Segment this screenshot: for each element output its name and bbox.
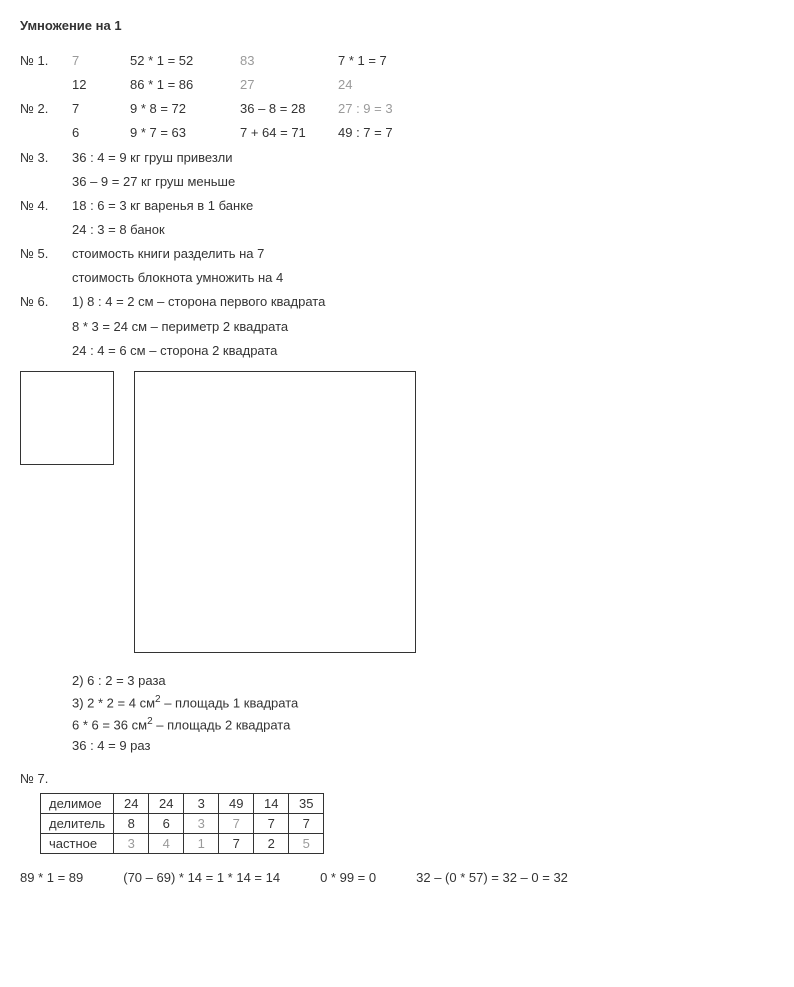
table-cell: 3 <box>184 813 219 833</box>
table-row-header: делимое <box>41 793 114 813</box>
table-cell: 7 <box>289 813 324 833</box>
table-cell: 3 <box>184 793 219 813</box>
value: 24 <box>338 75 448 95</box>
table-cell: 14 <box>254 793 289 813</box>
problem-6-row-3: 24 : 4 = 6 см – сторона 2 квадрата <box>20 341 774 361</box>
value: 7 <box>72 51 130 71</box>
text-line: стоимость книги разделить на 7 <box>72 244 264 264</box>
problem-5-row-1: № 5. стоимость книги разделить на 7 <box>20 244 774 264</box>
squares-diagram <box>20 371 774 653</box>
text-line: 24 : 3 = 8 банок <box>72 220 165 240</box>
value: 6 <box>72 123 130 143</box>
problem-label: № 6. <box>20 292 72 312</box>
text-line: 8 * 3 = 24 см – периметр 2 квадрата <box>72 317 288 337</box>
table-cell: 8 <box>114 813 149 833</box>
equation: 0 * 99 = 0 <box>320 870 376 885</box>
problem-label: № 7. <box>20 769 48 789</box>
problem-2-row-2: 6 9 * 7 = 63 7 + 64 = 71 49 : 7 = 7 <box>20 123 774 143</box>
equation: (70 – 69) * 14 = 1 * 14 = 14 <box>123 870 280 885</box>
table-row-header: делитель <box>41 813 114 833</box>
problem-3-row-1: № 3. 36 : 4 = 9 кг груш привезли <box>20 148 774 168</box>
value: 83 <box>240 51 338 71</box>
text-line: 1) 8 : 4 = 2 см – сторона первого квадра… <box>72 292 325 312</box>
table-cell: 6 <box>149 813 184 833</box>
problem-4-row-1: № 4. 18 : 6 = 3 кг варенья в 1 банке <box>20 196 774 216</box>
problem-1-row-2: 12 86 * 1 = 86 27 24 <box>20 75 774 95</box>
value: 9 * 7 = 63 <box>130 123 240 143</box>
problem-label: № 2. <box>20 99 72 119</box>
value: 7 * 1 = 7 <box>338 51 448 71</box>
value: 36 – 8 = 28 <box>240 99 338 119</box>
problem-3-row-2: 36 – 9 = 27 кг груш меньше <box>20 172 774 192</box>
problem-label: № 1. <box>20 51 72 71</box>
text-line: 24 : 4 = 6 см – сторона 2 квадрата <box>72 341 277 361</box>
problem-label: № 4. <box>20 196 72 216</box>
value: 86 * 1 = 86 <box>130 75 240 95</box>
value: 7 + 64 = 71 <box>240 123 338 143</box>
problem-6-part2-l2: 3) 2 * 2 = 4 см2 – площадь 1 квадрата <box>72 692 774 714</box>
text-line: 36 – 9 = 27 кг груш меньше <box>72 172 235 192</box>
problem-5-row-2: стоимость блокнота умножить на 4 <box>20 268 774 288</box>
small-square <box>20 371 114 465</box>
problem-2-row-1: № 2. 7 9 * 8 = 72 36 – 8 = 28 27 : 9 = 3 <box>20 99 774 119</box>
problem-6-row-1: № 6. 1) 8 : 4 = 2 см – сторона первого к… <box>20 292 774 312</box>
table-cell: 49 <box>219 793 254 813</box>
table-cell: 4 <box>149 833 184 853</box>
value: 27 : 9 = 3 <box>338 99 448 119</box>
table-row-header: частное <box>41 833 114 853</box>
table-cell: 7 <box>219 833 254 853</box>
problem-1-row-1: № 1. 7 52 * 1 = 52 83 7 * 1 = 7 <box>20 51 774 71</box>
table-cell: 7 <box>254 813 289 833</box>
bottom-equations: 89 * 1 = 89 (70 – 69) * 14 = 1 * 14 = 14… <box>20 870 774 885</box>
table-cell: 3 <box>114 833 149 853</box>
table-cell: 24 <box>114 793 149 813</box>
table-cell: 1 <box>184 833 219 853</box>
value: 27 <box>240 75 338 95</box>
problem-6-part2-l4: 36 : 4 = 9 раз <box>72 736 774 757</box>
problem-label: № 5. <box>20 244 72 264</box>
value: 9 * 8 = 72 <box>130 99 240 119</box>
problem-7-label-row: № 7. <box>20 769 774 789</box>
value: 7 <box>72 99 130 119</box>
equation: 32 – (0 * 57) = 32 – 0 = 32 <box>416 870 568 885</box>
table-cell: 2 <box>254 833 289 853</box>
table-cell: 5 <box>289 833 324 853</box>
table-cell: 35 <box>289 793 324 813</box>
problem-6-row-2: 8 * 3 = 24 см – периметр 2 квадрата <box>20 317 774 337</box>
text-line: 36 : 4 = 9 кг груш привезли <box>72 148 233 168</box>
value: 49 : 7 = 7 <box>338 123 448 143</box>
value: 52 * 1 = 52 <box>130 51 240 71</box>
text-line: 18 : 6 = 3 кг варенья в 1 банке <box>72 196 253 216</box>
table-cell: 7 <box>219 813 254 833</box>
table-cell: 24 <box>149 793 184 813</box>
problem-6-part2-l1: 2) 6 : 2 = 3 раза <box>72 671 774 692</box>
text-line: стоимость блокнота умножить на 4 <box>72 268 283 288</box>
page-title: Умножение на 1 <box>20 18 774 33</box>
value: 12 <box>72 75 130 95</box>
division-table: делимое24243491435делитель863777частное3… <box>40 793 324 854</box>
large-square <box>134 371 416 653</box>
equation: 89 * 1 = 89 <box>20 870 83 885</box>
problem-6-part2-l3: 6 * 6 = 36 см2 – площадь 2 квадрата <box>72 714 774 736</box>
problem-4-row-2: 24 : 3 = 8 банок <box>20 220 774 240</box>
problem-label: № 3. <box>20 148 72 168</box>
